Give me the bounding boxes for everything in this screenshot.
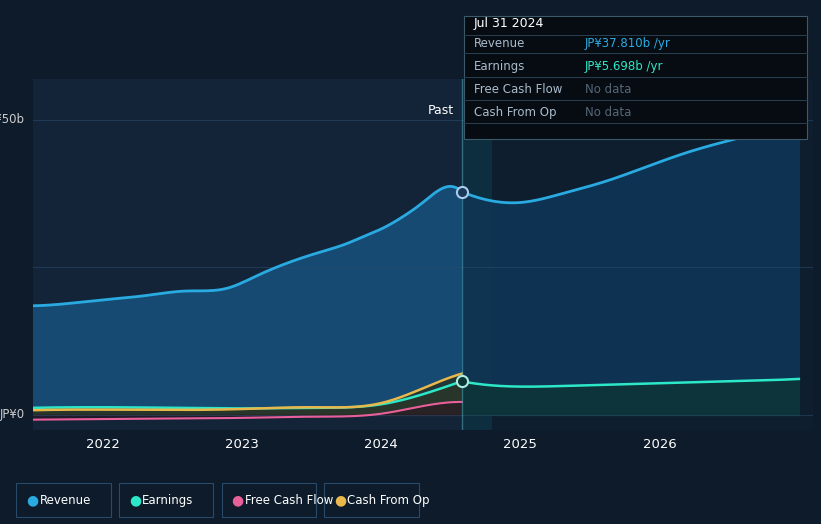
Text: Revenue: Revenue [474, 37, 525, 50]
Text: Cash From Op: Cash From Op [474, 106, 556, 119]
Text: ●: ● [232, 494, 244, 507]
Text: Free Cash Flow: Free Cash Flow [474, 83, 562, 96]
Text: JP¥5.698b /yr: JP¥5.698b /yr [585, 60, 663, 73]
Text: Analysts Forecasts: Analysts Forecasts [470, 104, 586, 117]
Text: ●: ● [334, 494, 346, 507]
Text: No data: No data [585, 83, 631, 96]
Text: ●: ● [26, 494, 39, 507]
Text: JP¥50b: JP¥50b [0, 113, 25, 126]
Text: No data: No data [585, 106, 631, 119]
Bar [33, 79, 462, 430]
Text: Earnings: Earnings [142, 494, 194, 507]
Text: Jul 31 2024: Jul 31 2024 [474, 17, 544, 30]
Text: ●: ● [129, 494, 141, 507]
Bar [462, 79, 493, 430]
Text: Cash From Op: Cash From Op [347, 494, 429, 507]
Bar [462, 79, 813, 430]
Text: JP¥37.810b /yr: JP¥37.810b /yr [585, 37, 671, 50]
Text: Earnings: Earnings [474, 60, 525, 73]
Text: Past: Past [428, 104, 453, 117]
Text: Free Cash Flow: Free Cash Flow [245, 494, 333, 507]
Text: Revenue: Revenue [39, 494, 91, 507]
Text: JP¥0: JP¥0 [0, 408, 25, 421]
